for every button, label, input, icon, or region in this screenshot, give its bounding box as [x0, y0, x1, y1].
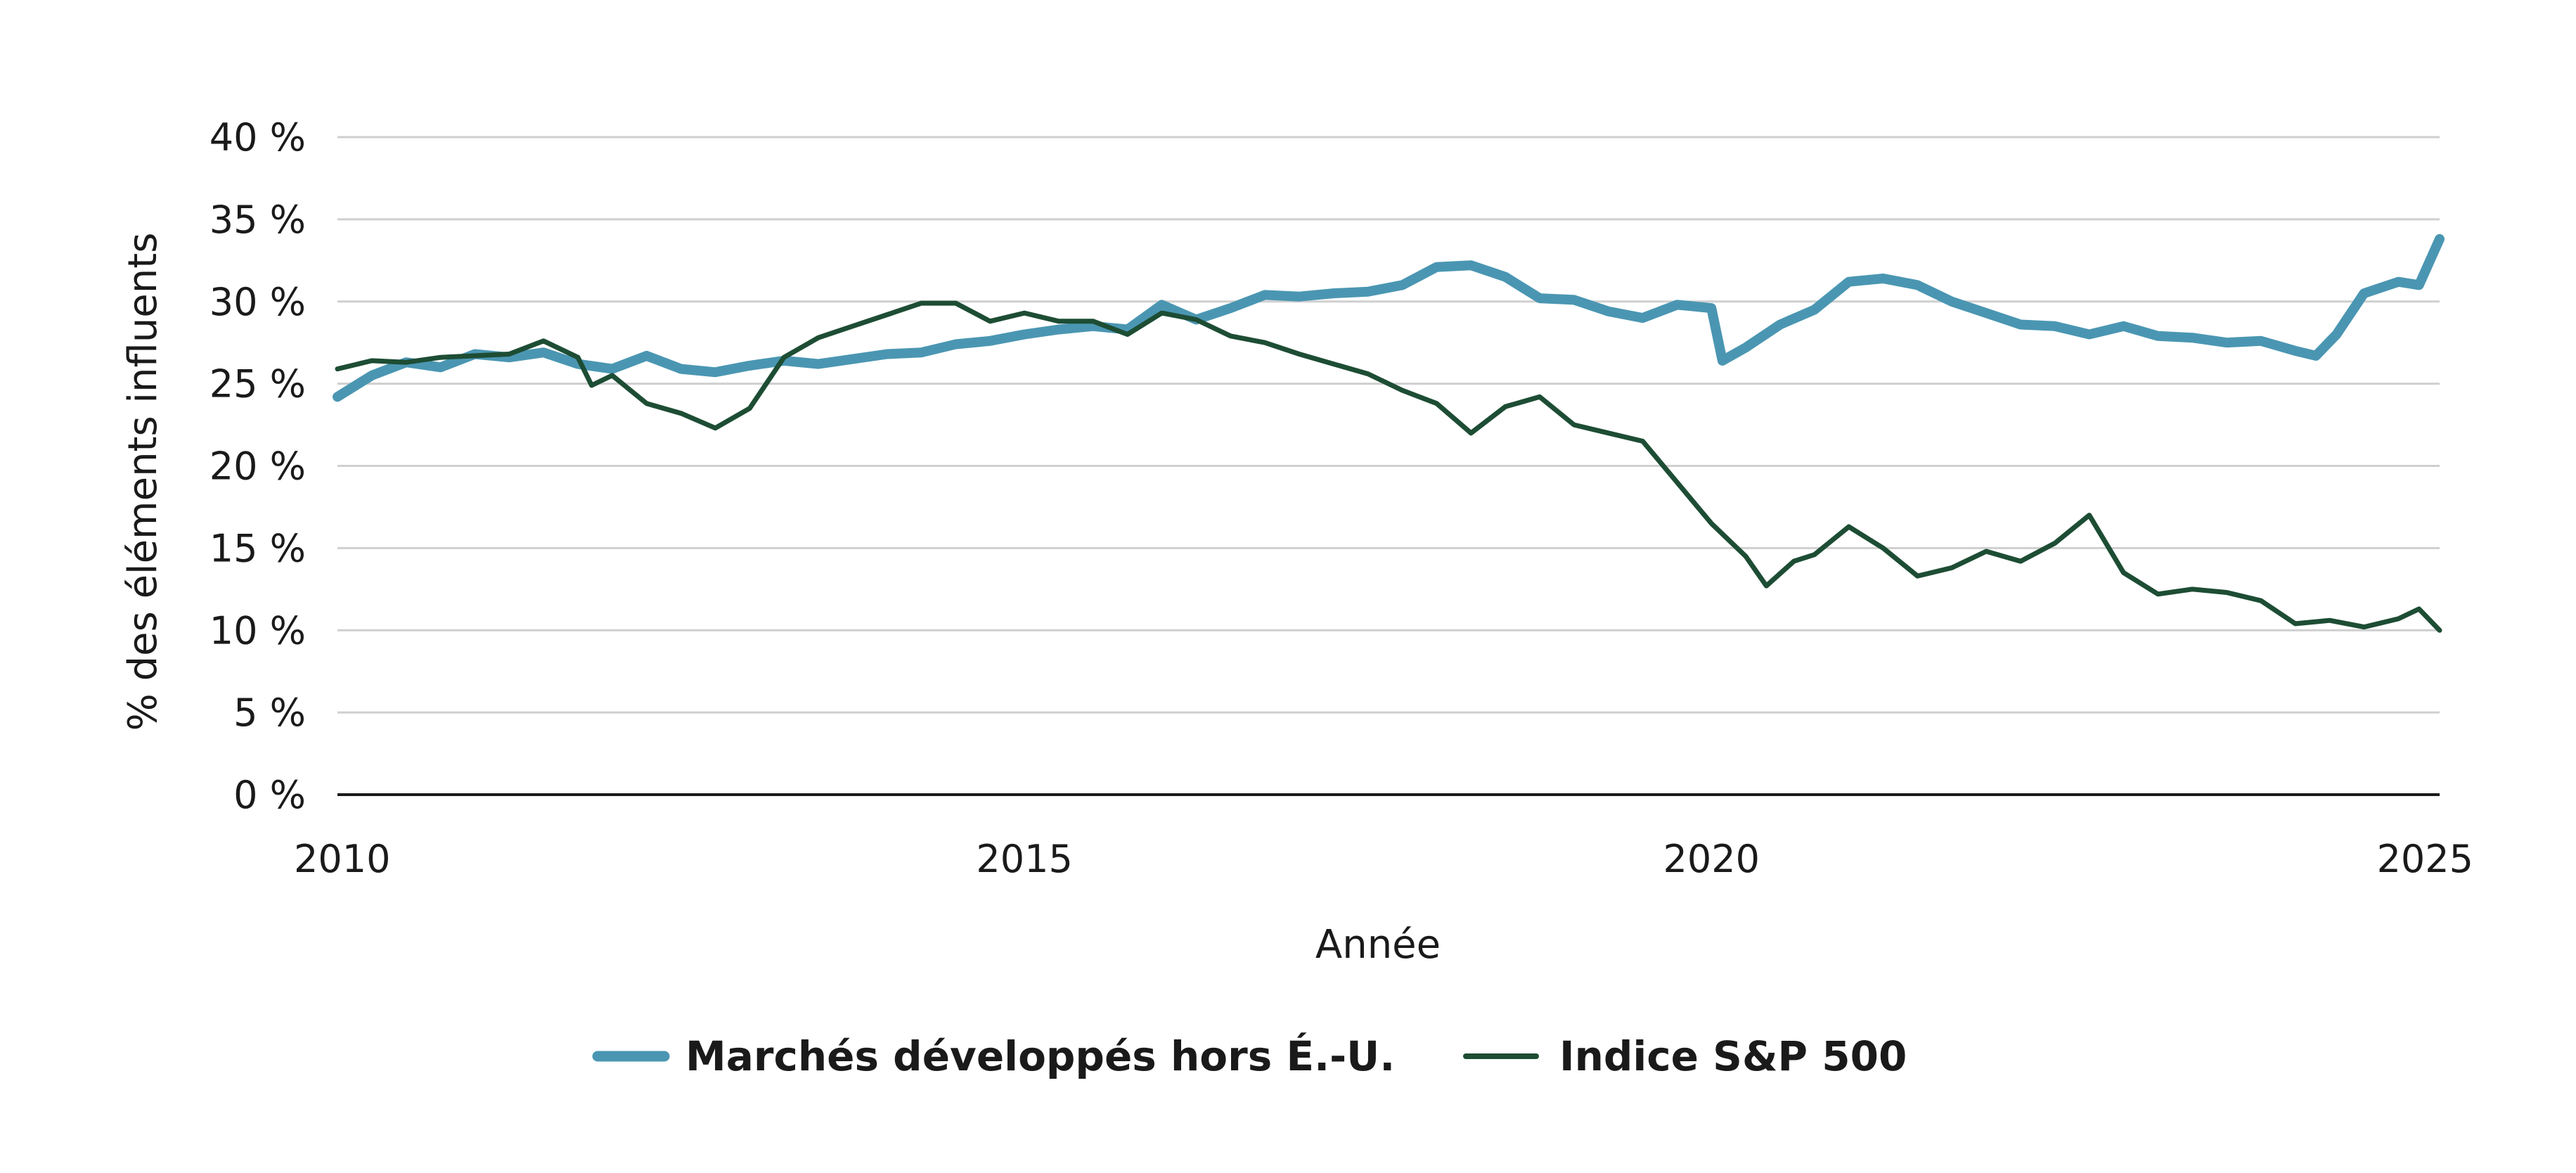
- x-axis-title: Année: [1315, 922, 1441, 968]
- series-line-sp500: [335, 300, 2442, 633]
- y-tick-label: 30 %: [210, 280, 306, 324]
- y-axis-title: % des éléments influents: [120, 233, 166, 731]
- x-tick-label: 2020: [1663, 837, 1760, 881]
- series-lines: [333, 233, 2445, 633]
- y-tick-label: 15 %: [210, 526, 306, 570]
- grid-lines: [337, 136, 2440, 714]
- y-tick-label: 5 %: [233, 691, 306, 735]
- x-tick-label: 2015: [976, 837, 1072, 881]
- y-tick-label: 20 %: [210, 444, 306, 489]
- y-tick-label: 0 %: [233, 773, 306, 817]
- legend-label-sp500: Indice S&P 500: [1559, 1032, 1907, 1080]
- x-tick-label: 2025: [2377, 837, 2473, 881]
- y-tick-labels: 0 % 5 % 10 % 15 % 20 % 25 % 30 % 35 % 40 %: [210, 115, 306, 817]
- legend: Marchés développés hors É.-U. Indice S&P…: [592, 1032, 1907, 1080]
- y-tick-label: 10 %: [210, 608, 306, 653]
- y-tick-label: 25 %: [210, 362, 306, 406]
- series-line-marches-developpes: [333, 233, 2445, 402]
- y-tick-label: 35 %: [210, 198, 306, 242]
- y-tick-label: 40 %: [210, 115, 306, 160]
- x-tick-label: 2010: [294, 837, 390, 881]
- legend-label-marches-developpes: Marchés développés hors É.-U.: [685, 1032, 1395, 1080]
- x-tick-labels: 2010 2015 2020 2025: [294, 837, 2473, 881]
